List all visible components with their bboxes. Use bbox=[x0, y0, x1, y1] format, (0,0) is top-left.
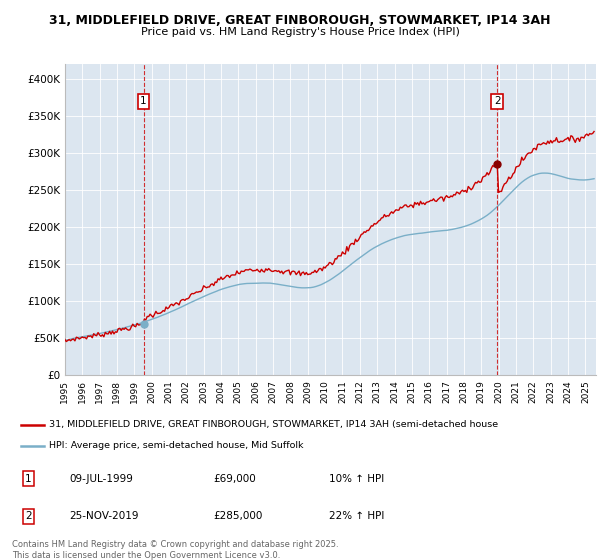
Text: 25-NOV-2019: 25-NOV-2019 bbox=[70, 511, 139, 521]
Text: £69,000: £69,000 bbox=[214, 474, 256, 484]
Text: 2: 2 bbox=[494, 96, 500, 106]
Text: £285,000: £285,000 bbox=[214, 511, 263, 521]
Text: 31, MIDDLEFIELD DRIVE, GREAT FINBOROUGH, STOWMARKET, IP14 3AH: 31, MIDDLEFIELD DRIVE, GREAT FINBOROUGH,… bbox=[49, 14, 551, 27]
Text: 31, MIDDLEFIELD DRIVE, GREAT FINBOROUGH, STOWMARKET, IP14 3AH (semi-detached hou: 31, MIDDLEFIELD DRIVE, GREAT FINBOROUGH,… bbox=[49, 421, 499, 430]
Text: 1: 1 bbox=[140, 96, 147, 106]
Text: 22% ↑ HPI: 22% ↑ HPI bbox=[329, 511, 384, 521]
Text: Contains HM Land Registry data © Crown copyright and database right 2025.
This d: Contains HM Land Registry data © Crown c… bbox=[12, 540, 338, 560]
Text: Price paid vs. HM Land Registry's House Price Index (HPI): Price paid vs. HM Land Registry's House … bbox=[140, 27, 460, 37]
Text: 2: 2 bbox=[25, 511, 31, 521]
Text: 1: 1 bbox=[25, 474, 31, 484]
Text: 09-JUL-1999: 09-JUL-1999 bbox=[70, 474, 133, 484]
Text: HPI: Average price, semi-detached house, Mid Suffolk: HPI: Average price, semi-detached house,… bbox=[49, 441, 304, 450]
Text: 10% ↑ HPI: 10% ↑ HPI bbox=[329, 474, 384, 484]
